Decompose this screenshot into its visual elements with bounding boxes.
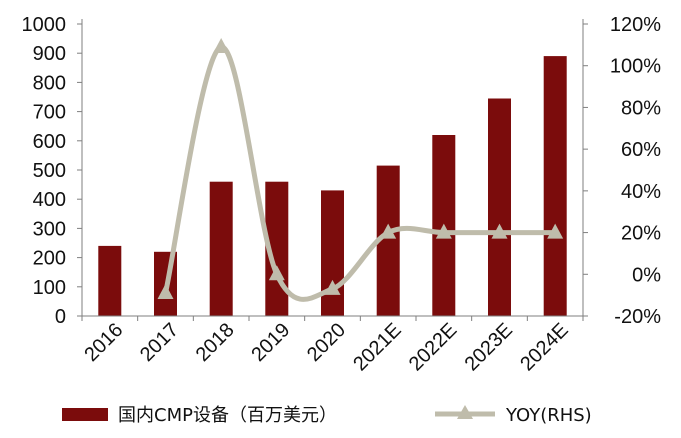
brand-logo-icon	[605, 410, 625, 430]
x-tick-label: 2021E	[349, 319, 405, 375]
x-tick-label: 2020	[303, 319, 350, 366]
y-right-tick-label: 120%	[610, 14, 661, 36]
legend-swatch-bar	[62, 408, 108, 421]
legend: 国内CMP设备（百万美元） YOY(RHS)	[62, 405, 592, 426]
watermark-text: 格隆汇	[628, 413, 667, 429]
yoy-marker-2020	[324, 279, 341, 295]
yoy-marker-2019	[268, 265, 285, 281]
y-left-tick-label: 900	[33, 43, 66, 65]
axes	[77, 19, 588, 321]
y-right-tick-label: 20%	[621, 223, 661, 245]
y-right-tick-label: 60%	[621, 139, 661, 161]
y-right-tick-label: 0%	[632, 264, 661, 286]
bar-2020	[321, 190, 344, 316]
y-left-tick-label: 400	[33, 189, 66, 211]
yoy-line-series	[157, 37, 564, 302]
bar-2018	[209, 181, 233, 316]
y-left-tick-label: 1000	[22, 14, 67, 36]
y-left-tick-label: 0	[55, 306, 66, 328]
yoy-marker-2022E	[435, 223, 452, 239]
x-tick-label: 2018	[192, 319, 239, 366]
yoy-marker-2018	[213, 37, 230, 53]
y-right-tick-label: 100%	[610, 56, 661, 78]
yoy-line-path	[163, 44, 556, 302]
y-left-tick-label: 700	[33, 102, 66, 124]
y-right-tick-label: -20%	[614, 306, 661, 328]
y-left-tick-label: 300	[33, 218, 66, 240]
legend-label-line: YOY(RHS)	[505, 405, 592, 426]
bar-2023E	[488, 98, 511, 316]
yoy-marker-2021E	[380, 223, 397, 239]
y-right-tick-label: 40%	[621, 181, 661, 203]
x-tick-label: 2023E	[461, 319, 517, 375]
y-left-tick-label: 200	[33, 248, 66, 270]
bar-2021E	[376, 165, 400, 316]
legend-marker-triangle	[457, 405, 473, 419]
y-left-tick-label: 500	[33, 160, 66, 182]
legend-label-bar: 国内CMP设备（百万美元）	[118, 405, 337, 426]
x-tick-label: 2016	[80, 319, 127, 366]
y-axis-left: 0 100 200 300 400 500 600 700 800 900 1000	[22, 14, 67, 328]
bar-2024E	[543, 56, 567, 316]
y-left-tick-label: 600	[33, 131, 66, 153]
x-tick-label: 2019	[247, 319, 294, 366]
yoy-marker-2017	[157, 284, 174, 300]
y-right-tick-label: 80%	[621, 97, 661, 119]
y-left-tick-label: 800	[33, 72, 66, 94]
x-tick-label: 2022E	[405, 319, 461, 375]
watermark: 格隆汇	[605, 410, 667, 430]
yoy-marker-2023E	[491, 223, 508, 239]
y-left-tick-label: 100	[33, 277, 66, 299]
x-tick-label: 2017	[136, 319, 183, 366]
y-axis-right: -20% 0% 20% 40% 60% 80% 100% 120%	[610, 14, 661, 328]
x-axis: 2016 2017 2018 2019 2020 2021E 2022E 2023E 2024E	[80, 319, 572, 375]
yoy-marker-2024E	[547, 223, 564, 239]
x-tick-label: 2024E	[516, 319, 572, 375]
bar-2016	[98, 245, 122, 316]
